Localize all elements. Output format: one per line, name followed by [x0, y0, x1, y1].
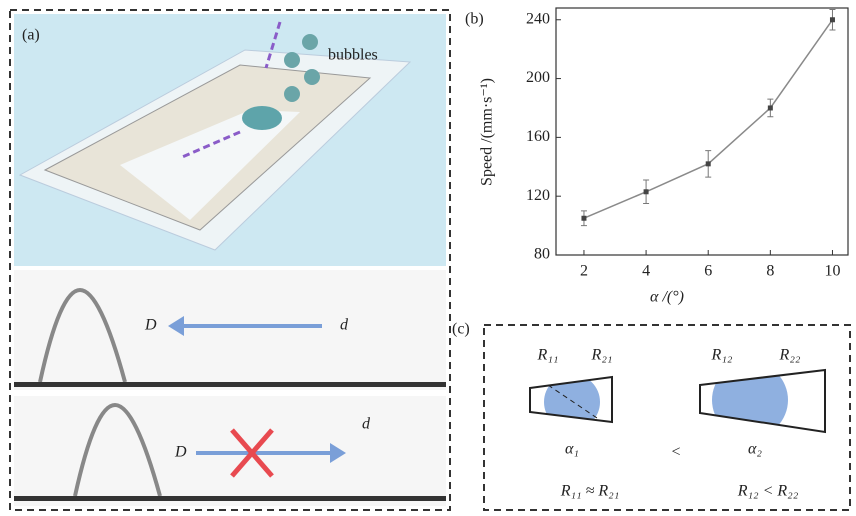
photo-label: d	[340, 317, 349, 334]
y-tick-label: 240	[526, 10, 550, 27]
photo-label: d	[362, 416, 371, 433]
comparison: <	[671, 444, 680, 461]
angle-label: α₁	[565, 441, 579, 458]
bubble	[712, 362, 788, 438]
angle-label: α₂	[748, 441, 762, 458]
x-tick-label: 2	[580, 263, 588, 280]
relation: R₁₂ < R₂₂	[737, 483, 799, 500]
bubble	[284, 52, 300, 68]
panel-label: (c)	[452, 321, 470, 338]
plot-frame	[556, 8, 848, 255]
y-tick-label: 160	[526, 128, 550, 145]
bubble	[284, 86, 300, 102]
photo-label: D	[174, 444, 187, 461]
y-tick-label: 200	[526, 69, 550, 86]
surface	[14, 382, 446, 387]
y-tick-label: 80	[534, 246, 550, 263]
point	[581, 216, 586, 221]
y-axis-label: Speed /(mm·s⁻¹)	[479, 78, 496, 186]
surface	[14, 496, 446, 501]
radius-label: R₁₁	[537, 347, 559, 364]
bubble	[302, 34, 318, 50]
point	[644, 189, 649, 194]
x-tick-label: 6	[704, 263, 712, 280]
bubble	[304, 69, 320, 85]
figure: (a) bubbles D d D d (c) R₁₁ R₂₁ α₁ R₁₁ ≈…	[0, 0, 856, 516]
radius-label: R₁₂	[711, 347, 733, 364]
y-tick-label: 120	[526, 187, 550, 204]
panel-label: (a)	[22, 27, 40, 44]
radius-label: R₂₂	[779, 347, 801, 364]
photo-1	[14, 270, 446, 390]
annotation: bubbles	[328, 47, 378, 64]
x-axis-label: α /(°)	[650, 289, 684, 306]
point	[706, 161, 711, 166]
x-tick-label: 8	[766, 263, 774, 280]
point	[830, 17, 835, 22]
relation: R₁₁ ≈ R₂₁	[560, 483, 620, 500]
bubble-merged	[242, 106, 282, 130]
x-tick-label: 4	[642, 263, 650, 280]
point	[768, 105, 773, 110]
radius-label: R₂₁	[591, 347, 613, 364]
line	[584, 20, 833, 218]
x-tick-label: 10	[824, 263, 840, 280]
panel-label: (b)	[465, 11, 484, 28]
photo-label: D	[144, 317, 157, 334]
